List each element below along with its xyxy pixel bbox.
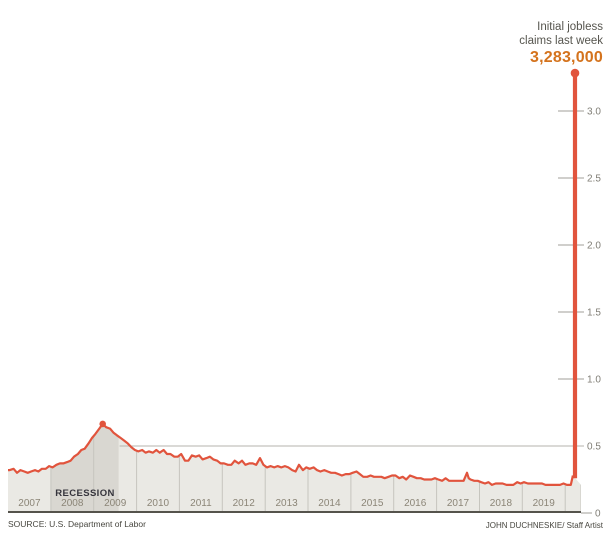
year-label: 2019 (533, 498, 556, 509)
y-tick-label: 2.5 (587, 174, 601, 185)
year-label: 2014 (318, 498, 341, 509)
y-tick-label: 1.5 (587, 308, 601, 319)
zero-tick-label: 0 (595, 509, 601, 520)
y-tick-label: 2.0 (587, 241, 601, 252)
year-label: 2015 (361, 498, 384, 509)
annotation-callout: Initial jobless claims last week 3,283,0… (519, 21, 603, 65)
year-label: 2016 (404, 498, 427, 509)
annotation-line2: claims last week (519, 34, 603, 47)
year-label: 2008 (61, 498, 84, 509)
y-tick-label: 1.0 (587, 375, 601, 386)
year-label: 2018 (490, 498, 513, 509)
recession-label: RECESSION (55, 488, 115, 499)
annotation-line1: Initial jobless (537, 21, 603, 33)
annotation-value: 3,283,000 (530, 49, 603, 66)
year-label: 2009 (104, 498, 127, 509)
y-tick-label: 3.0 (587, 107, 601, 118)
under-curve-fill (8, 423, 581, 513)
year-label: 2007 (18, 498, 41, 509)
year-label: 2012 (233, 498, 256, 509)
year-label: 2013 (275, 498, 298, 509)
year-label: 2010 (147, 498, 170, 509)
y-tick-label: 0.5 (587, 442, 601, 453)
artist-credit: JOHN DUCHNESKIE/ Staff Artist (485, 521, 603, 530)
year-label: 2011 (190, 498, 212, 509)
band-group (50, 423, 581, 513)
peak-2009-dot (99, 420, 106, 428)
recession-band (50, 423, 119, 513)
source-credit: SOURCE: U.S. Department of Labor (8, 519, 146, 529)
spike-dot (570, 68, 580, 78)
year-label: 2017 (447, 498, 470, 509)
